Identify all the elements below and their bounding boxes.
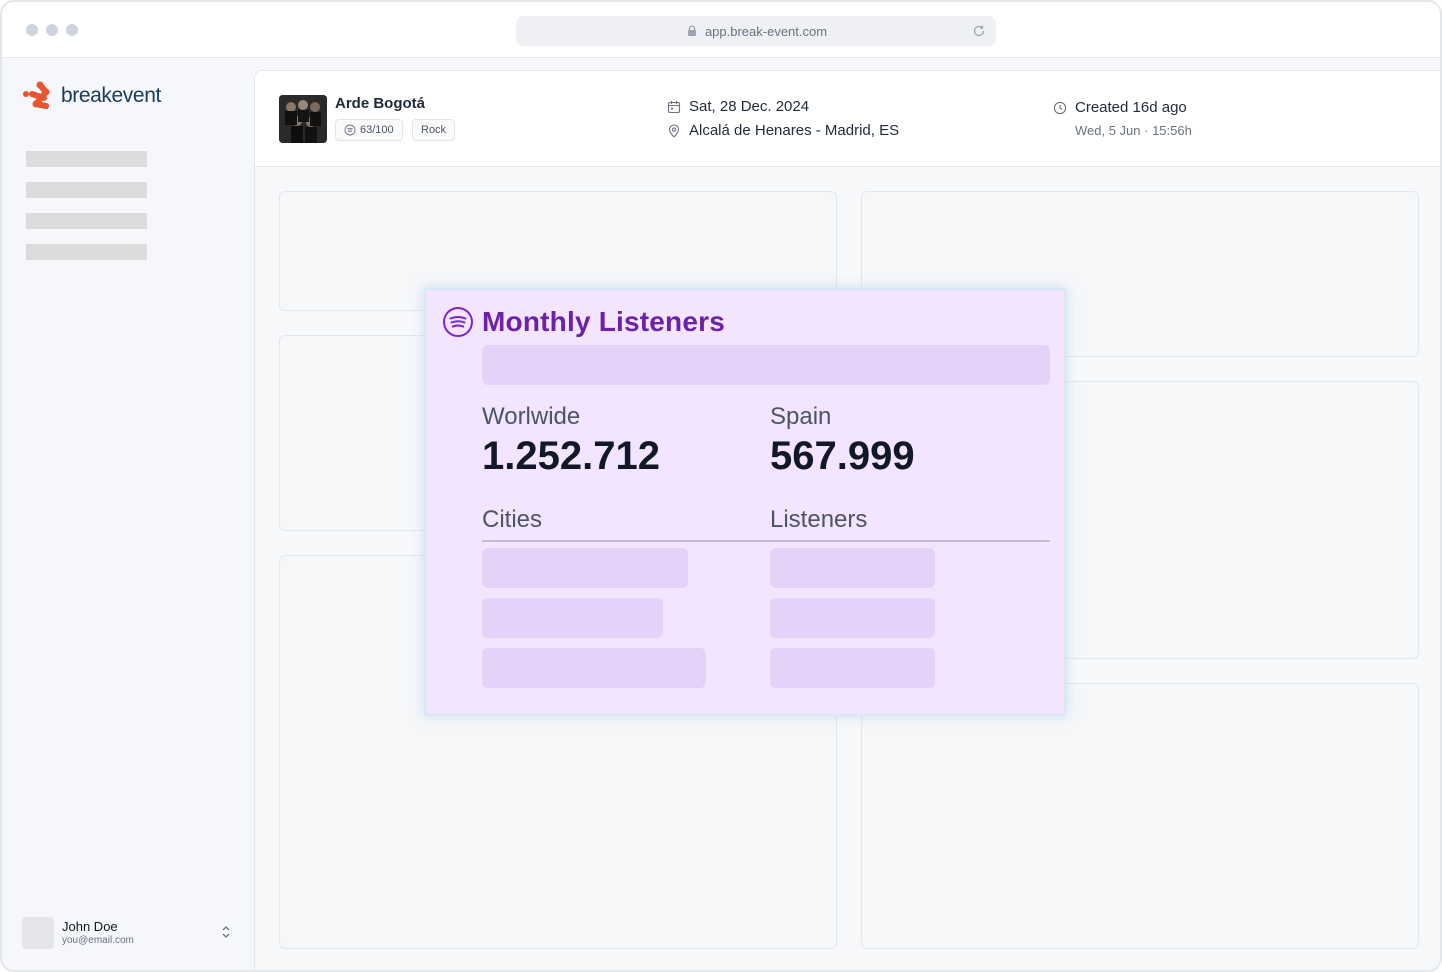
score-value: 63/100 (360, 124, 394, 136)
created-ago: Created 16d ago (1075, 99, 1187, 116)
window-minimize-button[interactable] (46, 24, 58, 36)
nav-item-placeholder[interactable] (26, 244, 147, 260)
address-url: app.break-event.com (704, 23, 828, 39)
listeners-skeleton (770, 648, 935, 688)
created-timestamp: Wed, 5 Jun · 15:56h (1075, 123, 1192, 138)
genre-badge: Rock (412, 119, 456, 141)
created-info: Created 16d ago (1053, 99, 1187, 116)
cities-column-header: Cities (482, 506, 543, 533)
table-divider (482, 540, 1050, 542)
event-location-text: Alcalá de Henares - Madrid, ES (689, 122, 900, 139)
brand-name: breakevent (61, 84, 161, 107)
card-title: Monthly Listeners (482, 306, 725, 337)
spotify-icon (344, 124, 356, 136)
brand-logo[interactable]: breakevent (22, 78, 161, 114)
window-close-button[interactable] (26, 24, 38, 36)
user-name: John Doe (62, 919, 118, 934)
worldwide-label: Worlwide (482, 403, 581, 430)
listeners-skeleton (770, 548, 935, 588)
nav-item-placeholder[interactable] (26, 213, 147, 229)
artist-photo (279, 95, 327, 143)
city-skeleton (482, 598, 663, 638)
event-date: Sat, 28 Dec. 2024 (667, 98, 809, 115)
event-date-text: Sat, 28 Dec. 2024 (689, 98, 810, 115)
genre-label: Rock (421, 124, 447, 136)
breakevent-logo-icon (23, 81, 50, 109)
spain-value: 567.999 (770, 434, 915, 478)
monthly-listeners-card: Monthly Listeners Worlwide 1.252.712 Spa… (424, 288, 1066, 716)
nav-item-placeholder[interactable] (26, 151, 147, 167)
skeleton-bar (482, 345, 1050, 385)
avatar (22, 917, 54, 949)
listeners-skeleton (770, 598, 935, 638)
placeholder-card (861, 683, 1419, 949)
user-email: you@email.com (62, 935, 134, 946)
spain-label: Spain (770, 403, 832, 430)
spotify-icon (443, 307, 473, 337)
city-skeleton (482, 648, 706, 688)
chevron-up-down-icon[interactable] (220, 924, 232, 940)
clock-icon (1053, 101, 1067, 114)
calendar-icon (667, 100, 681, 113)
event-header: Arde Bogotá 63/100 Rock Sat, 28 Dec. 202… (255, 71, 1440, 167)
listeners-column-header: Listeners (770, 506, 868, 533)
city-skeleton (482, 548, 688, 588)
user-menu[interactable]: John Doe you@email.com (22, 916, 236, 950)
worldwide-value: 1.252.712 (482, 434, 660, 478)
window-maximize-button[interactable] (66, 24, 78, 36)
map-pin-icon (668, 123, 680, 138)
sidebar: breakevent John Doe you@email.com (2, 58, 254, 970)
event-location: Alcalá de Henares - Madrid, ES (667, 122, 899, 139)
nav-item-placeholder[interactable] (26, 182, 147, 198)
artist-name: Arde Bogotá (335, 95, 425, 112)
address-bar[interactable]: app.break-event.com (516, 16, 996, 46)
browser-titlebar: app.break-event.com (2, 2, 1440, 58)
reload-icon[interactable] (972, 24, 986, 38)
score-badge: 63/100 (335, 119, 403, 141)
main-content: Arde Bogotá 63/100 Rock Sat, 28 Dec. 202… (254, 70, 1440, 970)
lock-icon (687, 25, 696, 36)
